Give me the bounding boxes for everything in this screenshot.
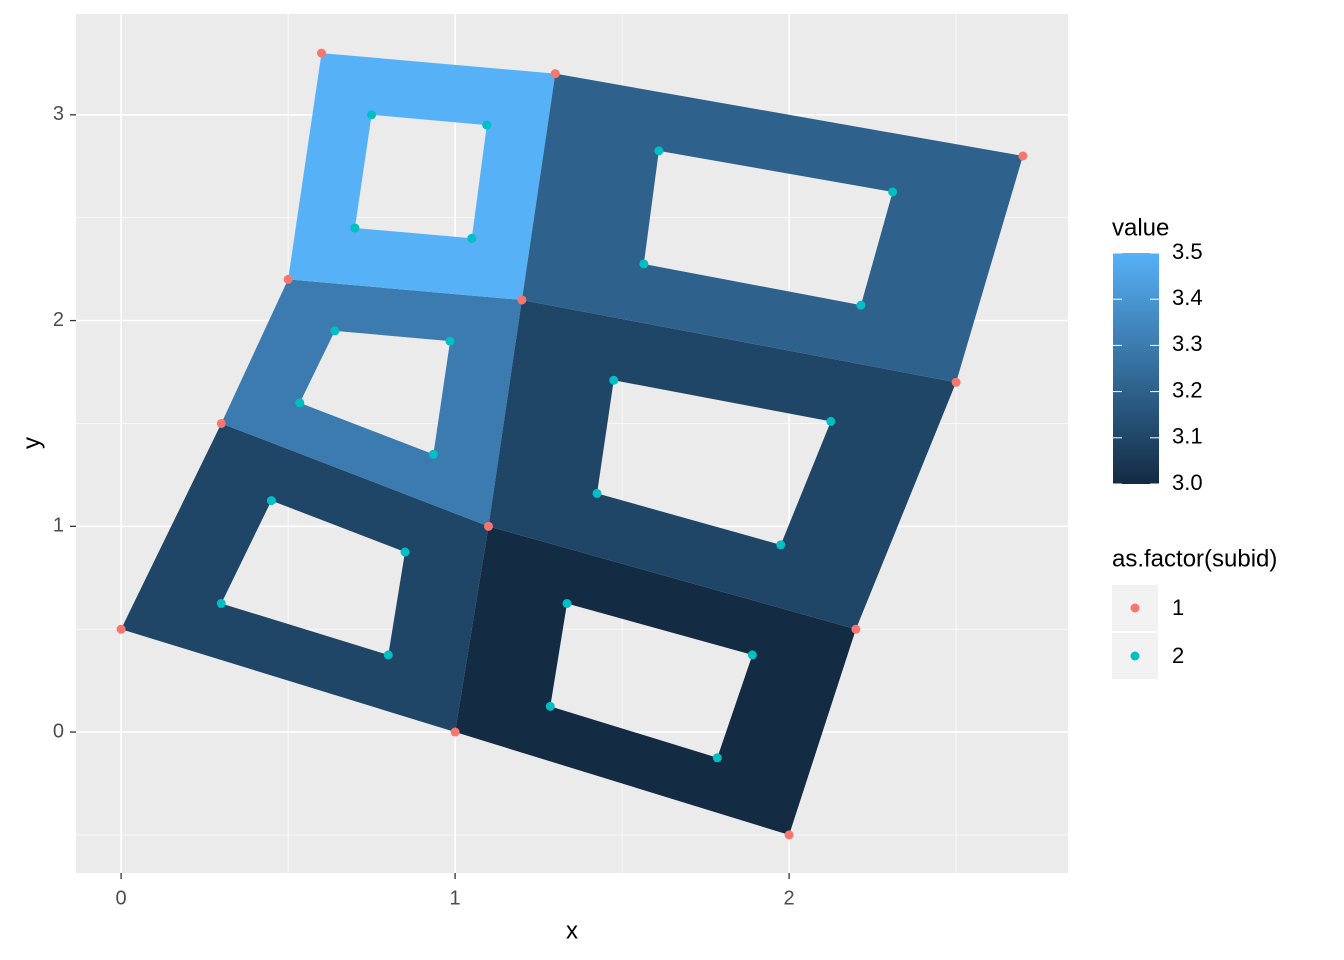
y-tick-label: 0	[53, 720, 64, 742]
colorbar-label: 3.1	[1172, 424, 1203, 449]
polygon	[521, 73, 1023, 383]
point	[116, 624, 126, 634]
point	[609, 375, 619, 385]
polygon	[288, 53, 556, 300]
legend-marker	[1130, 651, 1140, 661]
point	[467, 233, 477, 243]
color-legend-title: as.factor(subid)	[1112, 545, 1277, 572]
colorbar-label: 3.3	[1172, 331, 1203, 356]
point	[1018, 151, 1028, 161]
point	[951, 377, 961, 387]
x-axis-title: x	[566, 917, 578, 944]
point	[450, 727, 460, 737]
point	[383, 650, 393, 660]
point	[367, 110, 377, 120]
colorbar-label: 3.2	[1172, 377, 1203, 402]
point	[562, 598, 572, 608]
point	[851, 624, 861, 634]
point	[330, 326, 340, 336]
colorbar-label: 3.0	[1172, 470, 1203, 495]
point	[784, 830, 794, 840]
point	[445, 336, 455, 346]
point	[747, 650, 757, 660]
x-tick-label: 2	[784, 887, 795, 909]
point	[428, 449, 438, 459]
colorbar-label: 3.5	[1172, 239, 1203, 264]
polygon	[121, 423, 489, 733]
x-tick-label: 1	[450, 887, 461, 909]
point	[654, 146, 664, 156]
y-tick-label: 3	[53, 103, 64, 125]
point	[712, 753, 722, 763]
point	[216, 598, 226, 608]
point	[592, 488, 602, 498]
point	[776, 540, 786, 550]
legend-label: 1	[1172, 595, 1184, 620]
colorbar	[1113, 253, 1159, 484]
y-tick-label: 1	[53, 515, 64, 537]
x-tick-label: 0	[116, 887, 127, 909]
point	[316, 48, 326, 58]
point	[517, 295, 527, 305]
point	[350, 223, 360, 233]
colorbar-label: 3.4	[1172, 285, 1203, 310]
point	[483, 521, 493, 531]
polygon	[488, 299, 957, 630]
legend-label: 2	[1172, 643, 1184, 668]
point	[826, 416, 836, 426]
fill-legend-title: value	[1112, 214, 1169, 241]
point	[266, 496, 276, 506]
point	[283, 274, 293, 284]
point	[545, 701, 555, 711]
point	[639, 259, 649, 269]
y-axis-title: y	[18, 437, 45, 449]
point	[550, 69, 560, 79]
point	[295, 398, 305, 408]
point	[482, 120, 492, 130]
y-tick-label: 2	[53, 309, 64, 331]
point	[856, 300, 866, 310]
polygon	[455, 526, 856, 835]
legend-marker	[1130, 603, 1140, 613]
polygon	[221, 279, 522, 527]
point	[216, 418, 226, 428]
point	[888, 187, 898, 197]
point	[400, 547, 410, 557]
